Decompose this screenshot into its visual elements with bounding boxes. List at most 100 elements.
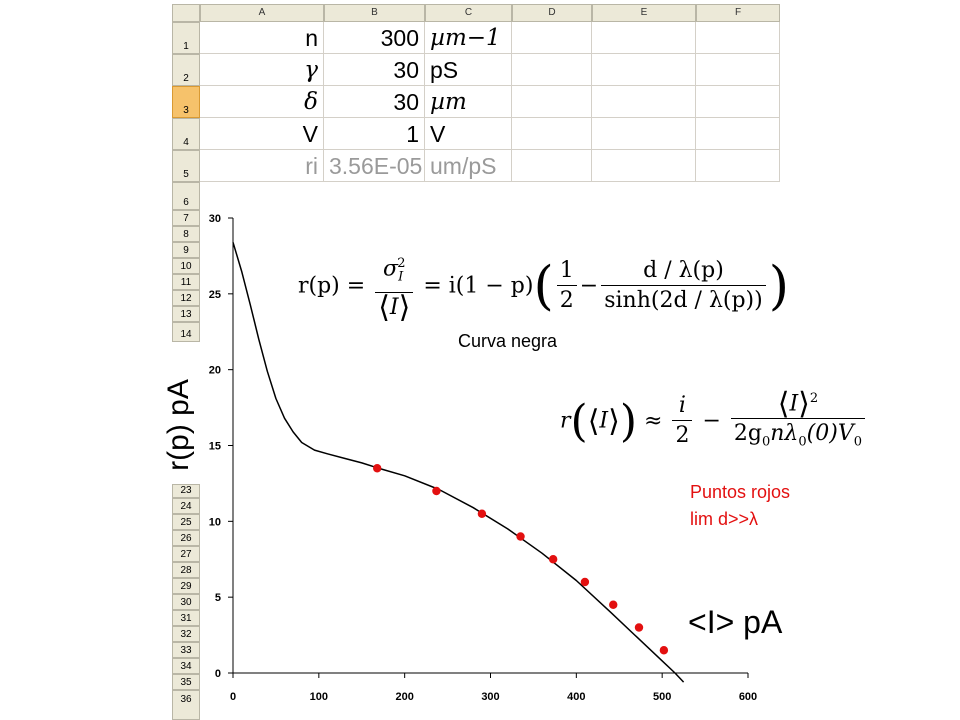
y-tick-label: 25 [209, 289, 221, 301]
cell-b4[interactable]: 1 [324, 118, 425, 150]
x-tick-label: 500 [653, 691, 671, 703]
cell-a4[interactable]: V [200, 118, 324, 150]
row-header-9[interactable]: 9 [172, 242, 200, 258]
row-header-7[interactable]: 7 [172, 210, 200, 226]
y-tick-label: 30 [209, 213, 221, 225]
x-tick-label: 0 [230, 691, 236, 703]
row-header-33[interactable]: 33 [172, 642, 200, 658]
eq1-sigma-sub: I [398, 269, 404, 285]
row-header-25[interactable]: 25 [172, 514, 200, 530]
eq2-arg: I [599, 408, 609, 434]
cell-e2[interactable] [592, 54, 696, 86]
cell-f5[interactable] [696, 150, 780, 182]
series-layer [232, 242, 685, 683]
spreadsheet: A B C D E F 1 2 3 4 5 6 7 8 9 10 11 12 1… [172, 0, 788, 720]
y-tick-label: 10 [209, 516, 221, 528]
row-header-14[interactable]: 14 [172, 322, 200, 342]
data-point-red [432, 486, 441, 496]
row-header-27[interactable]: 27 [172, 546, 200, 562]
cell-e4[interactable] [592, 118, 696, 150]
eq2-minus: − [702, 408, 721, 434]
eq1-sigma-sup: 2 [397, 256, 406, 271]
row-header-34[interactable]: 34 [172, 658, 200, 674]
cell-f4[interactable] [696, 118, 780, 150]
row-header-30[interactable]: 30 [172, 594, 200, 610]
column-header-f[interactable]: F [696, 4, 780, 22]
row-header-26[interactable]: 26 [172, 530, 200, 546]
axes: 0 100 200 300 400 500 600 0 5 10 15 20 25 30 [209, 213, 757, 703]
row-header-11[interactable]: 11 [172, 274, 200, 290]
row-header-23[interactable]: 23 [172, 484, 200, 498]
row-header-24[interactable]: 24 [172, 498, 200, 514]
cell-d5[interactable] [512, 150, 592, 182]
cell-c3[interactable]: µm [425, 86, 512, 118]
y-tick-label: 5 [215, 592, 221, 604]
cell-d3[interactable] [512, 86, 592, 118]
row-header-6[interactable]: 6 [172, 182, 200, 210]
cell-f1[interactable] [696, 22, 780, 54]
column-header-e[interactable]: E [592, 4, 696, 22]
column-header-d[interactable]: D [512, 4, 592, 22]
column-header-c[interactable]: C [425, 4, 512, 22]
cell-d4[interactable] [512, 118, 592, 150]
cell-e5[interactable] [592, 150, 696, 182]
row-header-3[interactable]: 3 [172, 86, 200, 118]
cell-a1[interactable]: n [200, 22, 324, 54]
cell-c2[interactable]: pS [425, 54, 512, 86]
cell-f3[interactable] [696, 86, 780, 118]
y-axis-label: r(p) pA [162, 379, 195, 471]
cell-d1[interactable] [512, 22, 592, 54]
x-tick-label: 400 [567, 691, 585, 703]
eq1-fraction-variance: σI2 ⟨I⟩ [375, 250, 414, 323]
row-header-10[interactable]: 10 [172, 258, 200, 274]
row-header-32[interactable]: 32 [172, 626, 200, 642]
column-header-b[interactable]: B [324, 4, 425, 22]
cell-c5[interactable]: um/pS [425, 150, 512, 182]
row-header-28[interactable]: 28 [172, 562, 200, 578]
eq1-lhs: r(p) = [298, 273, 366, 299]
cell-b5[interactable]: 3.56E-05 [324, 150, 425, 182]
row-header-13[interactable]: 13 [172, 306, 200, 322]
eq1-mean-current: I [389, 294, 399, 320]
chart-right-edge [785, 200, 791, 585]
y-tick-label: 20 [209, 365, 221, 377]
cell-a5[interactable]: ri [200, 150, 324, 182]
eq2-r: r [560, 408, 571, 434]
cell-f2[interactable] [696, 54, 780, 86]
row-header-31[interactable]: 31 [172, 610, 200, 626]
cell-d2[interactable] [512, 54, 592, 86]
row-header-29[interactable]: 29 [172, 578, 200, 594]
cell-a3[interactable]: δ [200, 86, 324, 118]
cell-a2[interactable]: γ [200, 54, 324, 86]
cell-b1[interactable]: 300 [324, 22, 425, 54]
data-point-red [516, 532, 525, 541]
data-point-red [659, 646, 669, 655]
data-point-red [609, 600, 618, 609]
row-header-8[interactable]: 8 [172, 226, 200, 242]
data-point-red [580, 577, 590, 587]
row-header-36[interactable]: 36 [172, 690, 200, 720]
cell-c4[interactable]: V [425, 118, 512, 150]
y-tick-label: 15 [209, 441, 221, 453]
cell-e1[interactable] [592, 22, 696, 54]
column-header-a[interactable]: A [200, 4, 324, 22]
row-header-35[interactable]: 35 [172, 674, 200, 690]
cell-e3[interactable] [592, 86, 696, 118]
cell-c1[interactable]: µm−1 [425, 22, 512, 54]
cell-b2[interactable]: 30 [324, 54, 425, 86]
cell-b3[interactable]: 30 [324, 86, 425, 118]
row-header-2[interactable]: 2 [172, 54, 200, 86]
row-header-5[interactable]: 5 [172, 150, 200, 182]
row-header-12[interactable]: 12 [172, 290, 200, 306]
row-header-1[interactable]: 1 [172, 22, 200, 54]
red-points-label-line1: Puntos rojos [690, 482, 790, 502]
eq2-approx: ≈ [644, 408, 663, 434]
equation-black-curve: r(p) = σI2 ⟨I⟩ = i(1 − p)(1 2− d / λ(p) sin… [298, 250, 789, 323]
row-header-4[interactable]: 4 [172, 118, 200, 150]
red-points-label-line2: lim d>>λ [690, 509, 758, 529]
select-all-corner[interactable] [172, 4, 200, 22]
